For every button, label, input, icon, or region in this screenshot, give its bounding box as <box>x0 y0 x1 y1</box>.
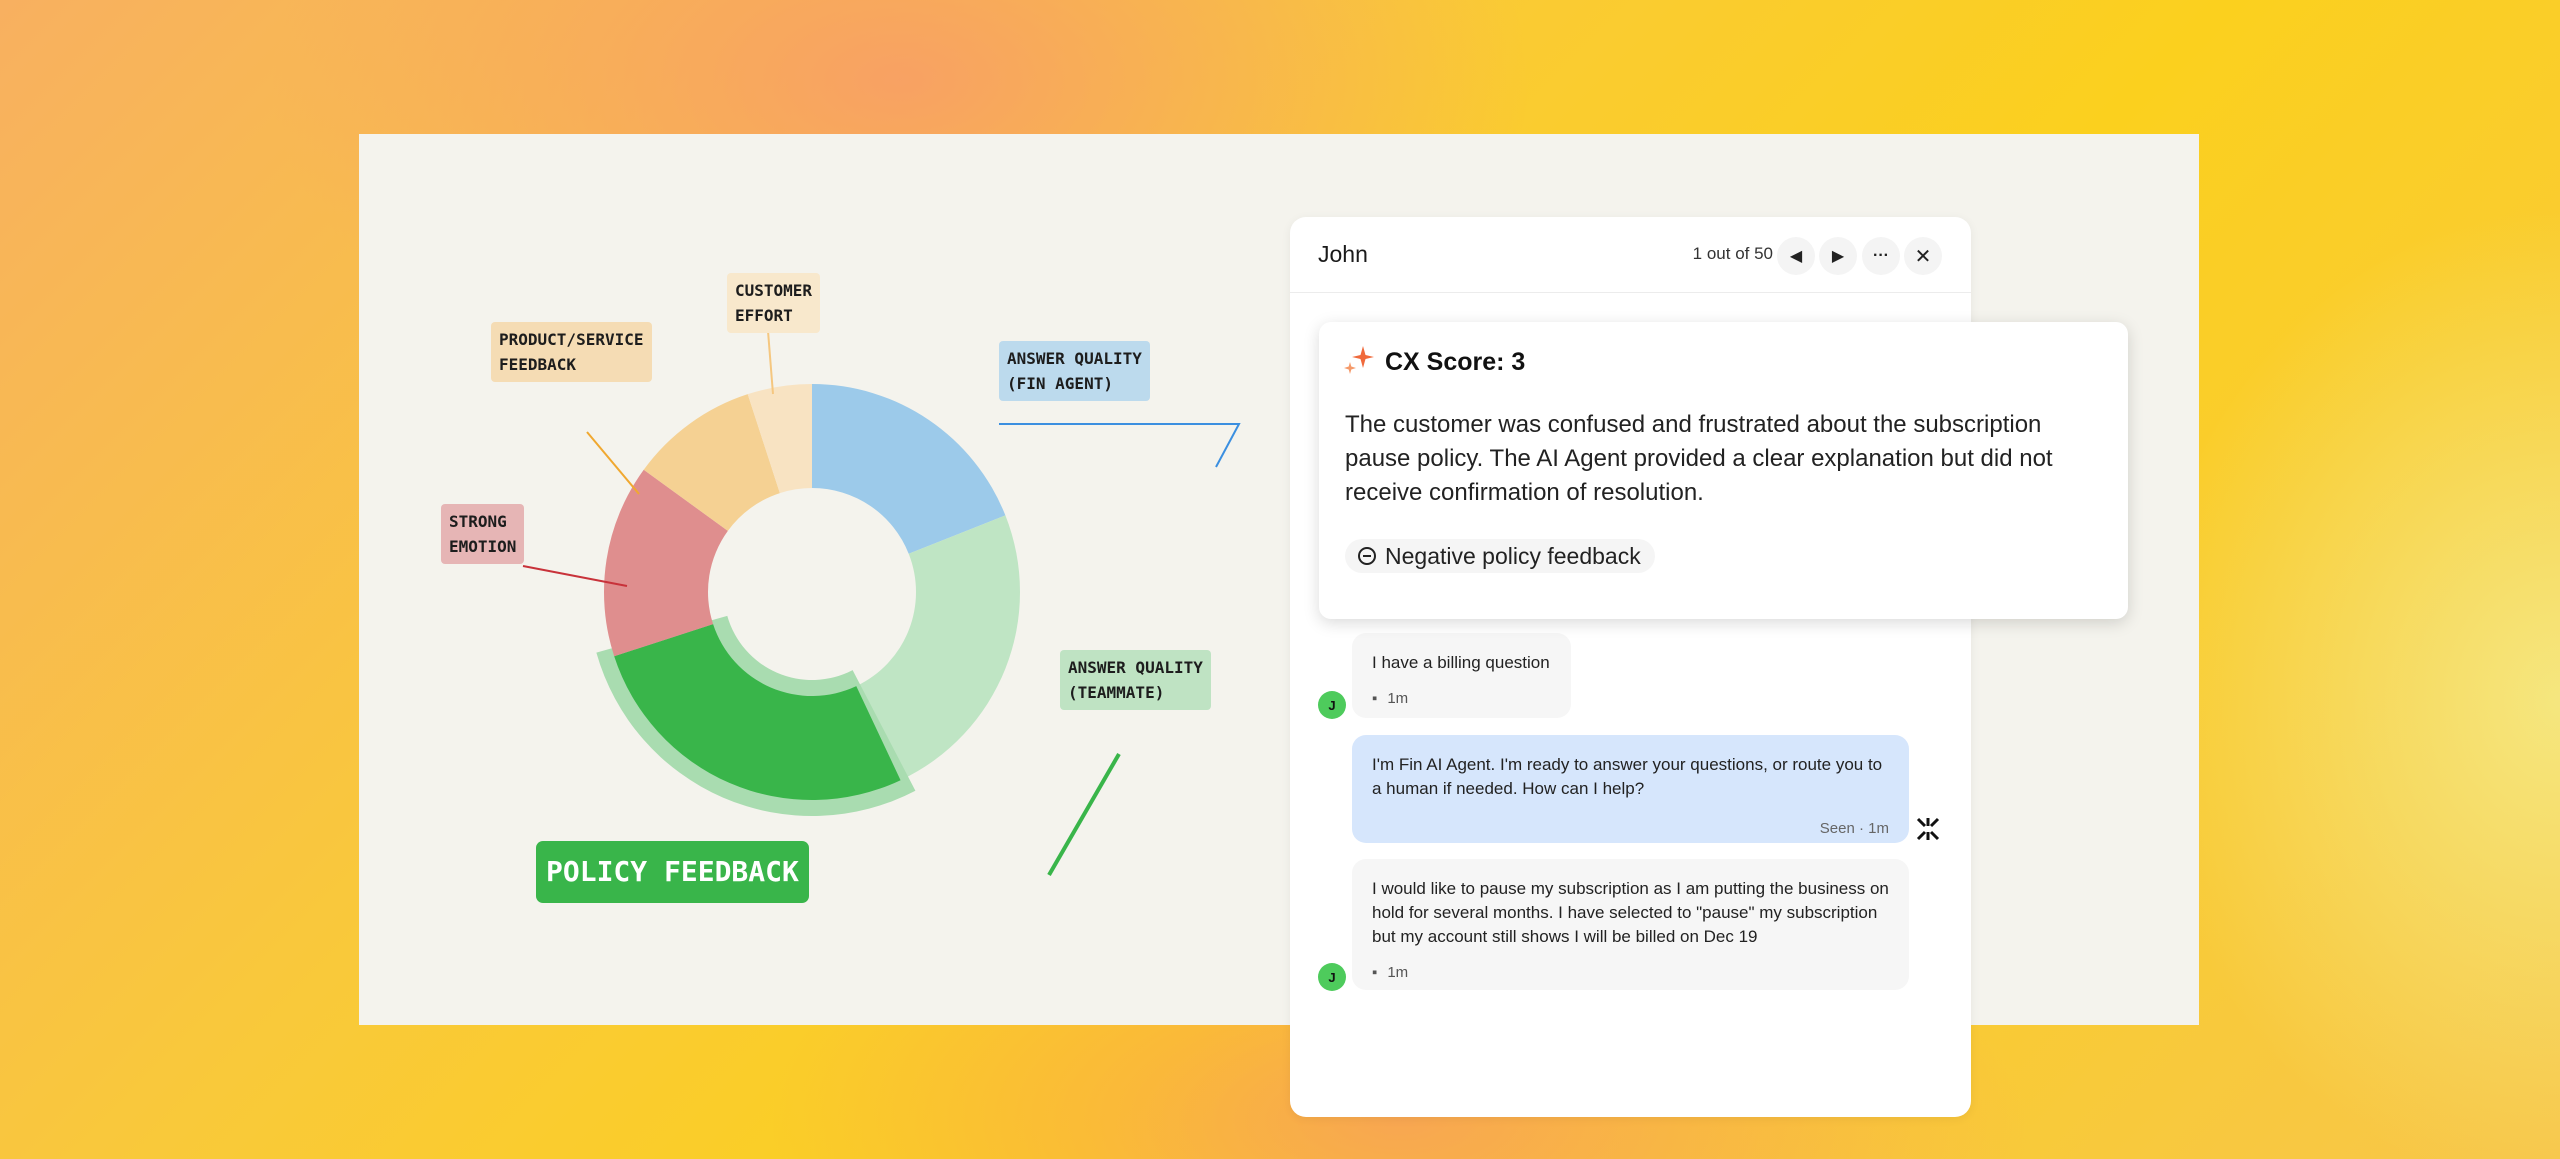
minus-circle-icon <box>1358 547 1376 565</box>
negative-policy-chip[interactable]: Negative policy feedback <box>1345 539 1655 573</box>
donut-slice-answer-quality-fin-agent[interactable] <box>812 384 1006 554</box>
label-product-service-feedback: PRODUCT/SERVICE FEEDBACK <box>491 322 652 382</box>
leader-line-answer-quality-fin-agent <box>999 423 1241 468</box>
donut-slice-customer-effort[interactable] <box>747 384 812 494</box>
label-customer-effort: CUSTOMER EFFORT <box>727 273 821 333</box>
cx-score-summary: The customer was confused and frustrated… <box>1345 411 2053 506</box>
chat-icon: ▪ <box>1372 964 1378 981</box>
donut-chart <box>522 330 1420 877</box>
contact-name: John <box>1318 241 1368 267</box>
message-status: Seen · 1m <box>1819 820 1889 837</box>
prev-button[interactable]: ◀ <box>1777 237 1815 275</box>
label-policy-feedback: POLICY FEEDBACK <box>536 841 809 903</box>
cx-score-title: CX Score: 3 <box>1385 348 1526 376</box>
message-time: 1m <box>1387 964 1409 981</box>
donut-slice-product-service-feedback[interactable] <box>643 394 780 531</box>
label-answer-quality-fin-agent: ANSWER QUALITY (FIN AGENT) <box>999 341 1150 401</box>
message-text: I would like to pause my subscription as… <box>1372 879 1889 946</box>
leader-line-customer-effort <box>767 330 774 395</box>
avatar: J <box>1318 963 1346 991</box>
caret-right-icon: ▶ <box>1831 248 1845 265</box>
chat-icon: ▪ <box>1372 690 1378 707</box>
cx-score-card: CX Score: 3 The customer was confused an… <box>1319 322 2128 619</box>
label-strong-emotion: STRONG EMOTION <box>441 504 525 564</box>
close-icon: ✕ <box>1914 245 1932 268</box>
donut-slice-policy-feedback[interactable] <box>614 624 901 800</box>
chip-label: Negative policy feedback <box>1385 542 1641 569</box>
conversation-counter: 1 out of 50 <box>1692 244 1773 263</box>
avatar: J <box>1318 691 1346 719</box>
donut-slice-answer-quality-teammate[interactable] <box>856 515 1020 781</box>
label-answer-quality-teammate: ANSWER QUALITY (TEAMMATE) <box>1060 650 1211 710</box>
message-customer: I would like to pause my subscription as… <box>1352 859 1909 990</box>
more-button[interactable]: ··· <box>1862 237 1900 275</box>
fin-logo-icon <box>1916 817 1940 841</box>
message-time: 1m <box>1387 690 1409 707</box>
leader-line-product-service-feedback <box>586 431 640 495</box>
caret-left-icon: ◀ <box>1789 248 1803 265</box>
message-customer: I have a billing question ▪ 1m <box>1352 633 1571 718</box>
close-button[interactable]: ✕ <box>1904 237 1942 275</box>
donut-slice-strong-emotion[interactable] <box>604 469 728 657</box>
panel-header: John 1 out of 50 ◀ ▶ ··· ✕ <box>1290 217 1971 293</box>
next-button[interactable]: ▶ <box>1819 237 1857 275</box>
sparkle-icon <box>1344 346 1374 374</box>
ellipsis-icon: ··· <box>1873 247 1889 264</box>
message-agent: I'm Fin AI Agent. I'm ready to answer yo… <box>1352 735 1909 843</box>
leader-line-strong-emotion <box>522 565 628 587</box>
leader-line-policy-feedback <box>1047 752 1121 877</box>
message-text: I'm Fin AI Agent. I'm ready to answer yo… <box>1372 755 1883 798</box>
message-text: I have a billing question <box>1372 653 1550 672</box>
